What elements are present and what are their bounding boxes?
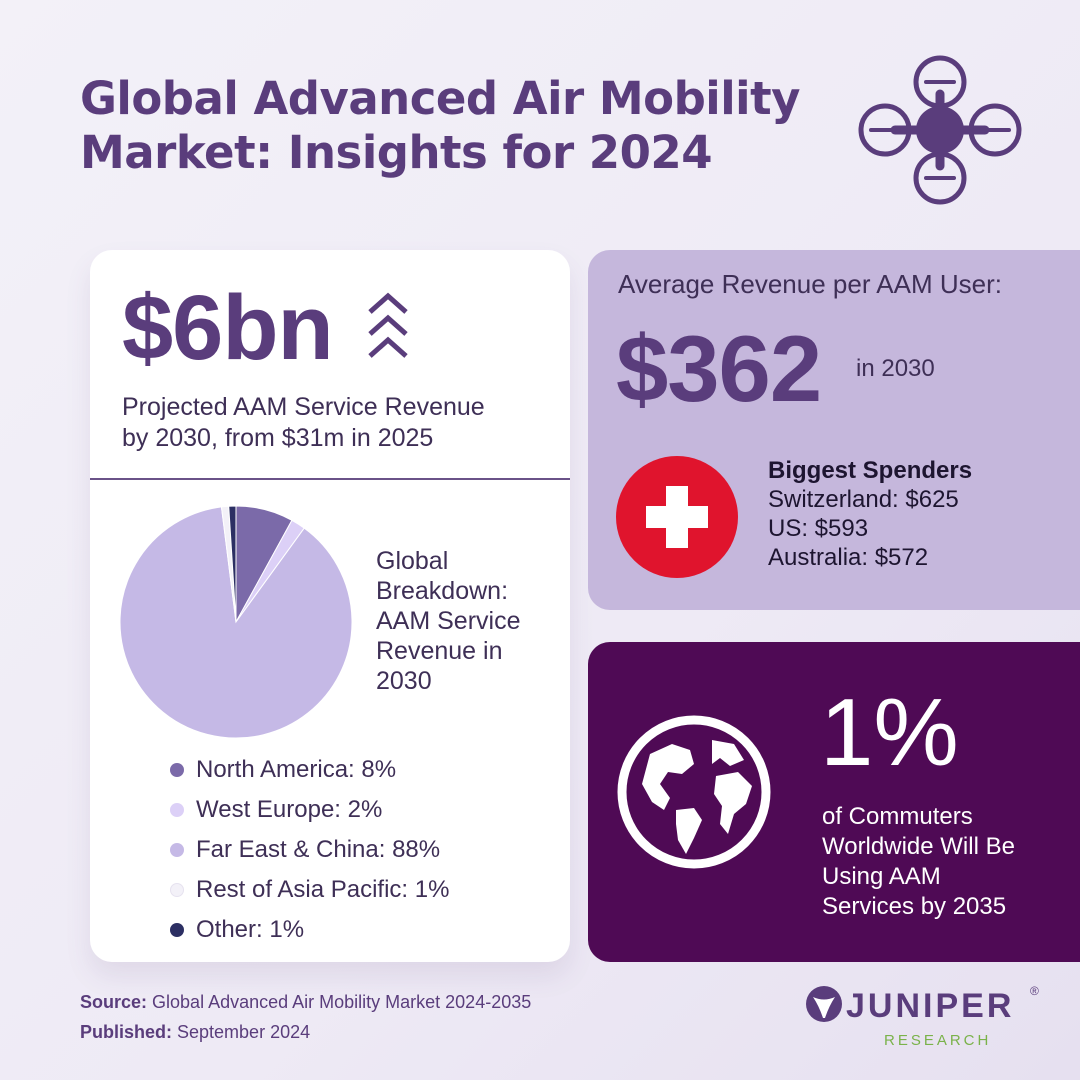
pie-title-line: 2030 <box>376 667 432 695</box>
swiss-flag-icon <box>616 456 738 578</box>
spenders-heading: Biggest Spenders <box>768 457 973 484</box>
commuters-description-line: Services by 2035 <box>822 893 1007 920</box>
legend-item: Far East & China: 88% <box>170 830 449 870</box>
legend-label: Rest of Asia Pacific: 1% <box>196 876 450 903</box>
drone-icon <box>858 55 1022 205</box>
revenue-description-line-1: Projected AAM Service Revenue <box>122 393 485 421</box>
page-title-line-1: Global Advanced Air Mobility <box>80 72 800 125</box>
arpu-card: Average Revenue per AAM User: $362 in 20… <box>588 250 1080 610</box>
arpu-year: in 2030 <box>856 355 935 382</box>
pie-title-line: Revenue in <box>376 637 503 665</box>
arpu-value: $362 <box>616 316 822 421</box>
legend-item: West Europe: 2% <box>170 790 449 830</box>
logo-subtitle: RESEARCH <box>884 1032 992 1049</box>
source-label: Source: <box>80 992 148 1012</box>
page-title-line-2: Market: Insights for 2024 <box>80 126 713 179</box>
legend-item: Rest of Asia Pacific: 1% <box>170 870 449 910</box>
commuters-description-line: Using AAM <box>822 863 941 890</box>
pie-title-line: AAM Service <box>376 607 521 635</box>
legend-label: North America: 8% <box>196 756 397 783</box>
commuters-description-line: of Commuters <box>822 803 973 830</box>
legend-label: Other: 1% <box>196 916 305 943</box>
published-label: Published: <box>80 1022 173 1042</box>
pie-legend: North America: 8% West Europe: 2% Far East… <box>170 750 449 950</box>
pie-title-line: Global <box>376 547 449 575</box>
legend-item: North America: 8% <box>170 750 449 790</box>
logo-registered-mark: ® <box>1030 984 1039 998</box>
globe-icon <box>617 715 771 869</box>
revenue-card: $6bn Projected AAM Service Revenue by 20… <box>90 250 570 962</box>
spender-row: Australia: $572 <box>768 544 929 571</box>
legend-dot <box>170 803 184 817</box>
revenue-pie-chart <box>119 505 353 739</box>
arpu-label: Average Revenue per AAM User: <box>618 269 1002 299</box>
logo-name: JUNIPER <box>846 987 1015 1025</box>
pie-slice <box>228 505 237 623</box>
revenue-value: $6bn <box>122 277 334 379</box>
legend-dot <box>170 763 184 777</box>
legend-label: Far East & China: 88% <box>196 836 441 863</box>
source-text: Global Advanced Air Mobility Market 2024… <box>147 992 532 1012</box>
spender-row: Switzerland: $625 <box>768 486 959 513</box>
commuters-card: 1% of Commuters Worldwide Will Be Using … <box>588 642 1080 962</box>
biggest-spenders: Biggest Spenders Switzerland: $625 US: $… <box>768 456 972 572</box>
legend-label: West Europe: 2% <box>196 796 383 823</box>
pie-title: Global Breakdown: AAM Service Revenue in… <box>376 546 556 696</box>
revenue-description: Projected AAM Service Revenue by 2030, f… <box>122 392 552 454</box>
juniper-mark-icon <box>806 986 842 1022</box>
revenue-description-line-2: by 2030, from $31m in 2025 <box>122 424 434 452</box>
legend-dot <box>170 923 184 937</box>
published-line: Published: September 2024 <box>80 1020 310 1044</box>
pie-title-line: Breakdown: <box>376 577 509 605</box>
page-title: Global Advanced Air Mobility Market: Ins… <box>80 72 820 180</box>
juniper-logo: JUNIPER ® RESEARCH <box>804 984 1044 1054</box>
source-line: Source: Global Advanced Air Mobility Mar… <box>80 990 531 1014</box>
commuters-description: of Commuters Worldwide Will Be Using AAM… <box>822 802 1072 922</box>
legend-item: Other: 1% <box>170 910 449 950</box>
published-text: September 2024 <box>172 1022 311 1042</box>
commuters-value: 1% <box>820 679 959 786</box>
commuters-description-line: Worldwide Will Be <box>822 833 1015 860</box>
card-divider <box>90 478 570 480</box>
legend-dot <box>170 843 184 857</box>
triple-chevron-up-icon <box>368 292 408 358</box>
pie-slice <box>119 506 353 739</box>
legend-dot <box>170 883 184 897</box>
spender-row: US: $593 <box>768 515 869 542</box>
